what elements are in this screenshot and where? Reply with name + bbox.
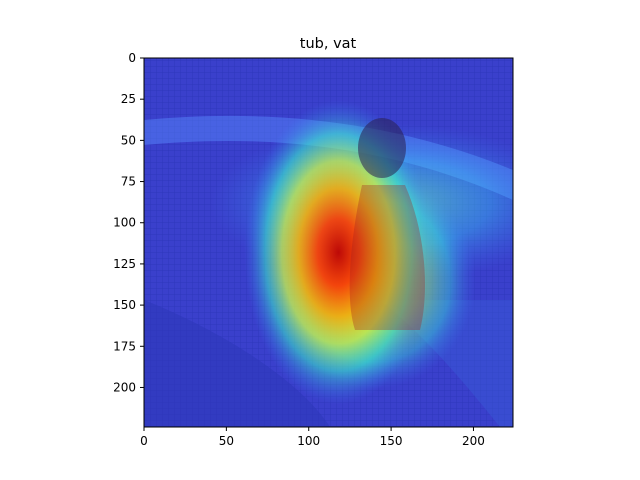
pool-step-right (380, 300, 513, 427)
y-tick-label: 100 (113, 216, 136, 230)
y-tick-label: 75 (121, 175, 136, 189)
x-tick-label: 0 (140, 434, 148, 448)
y-tick-label: 25 (121, 92, 136, 106)
chart-title: tub, vat (300, 36, 357, 52)
pool-edge-band (144, 115, 513, 200)
axes-frame (143, 57, 514, 428)
y-axis-ticks: 0 25 50 75 100 125 150 175 200 (113, 51, 144, 394)
x-tick-label: 50 (219, 434, 234, 448)
y-tick-label: 200 (113, 380, 136, 394)
x-tick-label: 200 (462, 434, 485, 448)
x-axis-ticks: 0 50 100 150 200 (140, 427, 485, 448)
person-silhouette (349, 118, 425, 330)
y-tick-label: 175 (113, 339, 136, 353)
pool-water-lower (144, 300, 330, 427)
y-tick-label: 150 (113, 298, 136, 312)
y-tick-label: 0 (128, 51, 136, 65)
y-tick-label: 50 (121, 133, 136, 147)
plot-area (144, 58, 513, 427)
y-tick-label: 125 (113, 257, 136, 271)
x-tick-label: 150 (380, 434, 403, 448)
x-tick-label: 100 (297, 434, 320, 448)
